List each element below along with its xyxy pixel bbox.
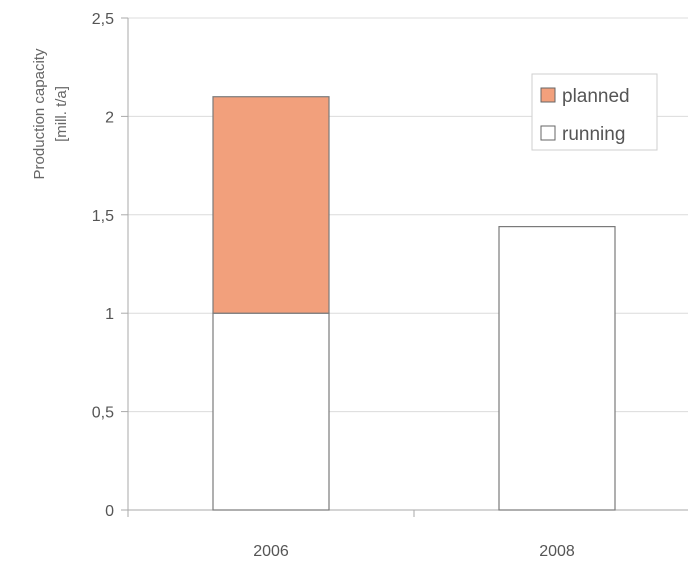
x-tick-labels: 2006 2008: [253, 543, 575, 560]
x-tick-label-2006: 2006: [253, 543, 289, 560]
legend-swatch-running: [540, 125, 556, 141]
x-tick-label-2008: 2008: [539, 543, 575, 560]
y-tick-label-2: 1: [105, 306, 114, 323]
legend: planned running: [531, 73, 658, 151]
legend-swatch-planned: [540, 87, 556, 103]
legend-label-running: running: [562, 124, 625, 145]
legend-label-planned: planned: [562, 86, 630, 107]
bar-planned-2006: [212, 96, 330, 314]
y-axis-label-line1: Production capacity: [31, 48, 48, 179]
y-axis-label-line2: [mill. t/a]: [53, 86, 70, 142]
bar-running-2006: [212, 312, 330, 511]
y-tick-label-5: 2,5: [92, 11, 114, 28]
y-tick-label-0: 0: [105, 503, 114, 520]
y-tick-label-4: 2: [105, 109, 114, 126]
y-tick-labels: 0 0,5 1 1,5 2 2,5: [92, 11, 114, 520]
y-tick-label-3: 1,5: [92, 208, 114, 225]
bars: [212, 96, 616, 511]
y-tick-label-1: 0,5: [92, 405, 114, 422]
bar-running-2008: [498, 226, 616, 511]
